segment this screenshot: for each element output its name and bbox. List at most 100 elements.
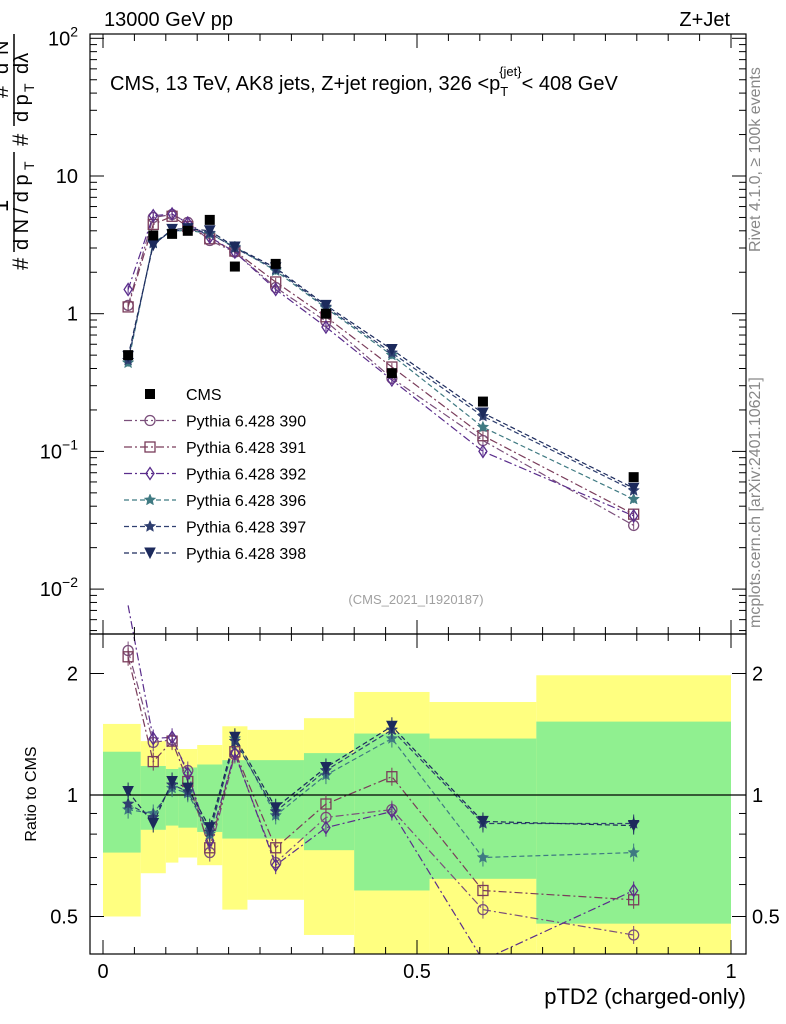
series-point-ratio [147, 755, 159, 768]
series-point-ratio [269, 802, 282, 814]
series-point-main [123, 282, 133, 297]
x-tick-label: 0.5 [403, 961, 431, 983]
series-point-ratio [628, 929, 640, 941]
data-point-cms [167, 228, 178, 239]
series-point-ratio [204, 833, 215, 848]
data-marks [121, 206, 641, 944]
series-point-main [203, 225, 216, 237]
series-point-ratio [147, 817, 160, 830]
ratio-band-green [103, 751, 141, 853]
series-line-main [127, 229, 634, 500]
series-point-main [122, 301, 134, 313]
series-point-ratio [181, 782, 194, 795]
y-tick-label: 1 [67, 304, 78, 326]
series-point-ratio [387, 804, 397, 819]
ratio-frame [89, 633, 747, 955]
series-point-ratio [148, 731, 159, 746]
data-point-cms [229, 261, 240, 272]
data-point-cms [477, 396, 488, 407]
series-point-ratio [477, 884, 489, 897]
legend-label: Pythia 6.428 397 [186, 520, 306, 537]
series-point-ratio [386, 771, 398, 783]
series-point-ratio [627, 820, 640, 832]
legend-label: Pythia 6.428 390 [186, 414, 306, 431]
ratio-tick-label-right: 0.5 [752, 907, 780, 929]
series-point-main [229, 241, 241, 254]
legend-marker [143, 493, 157, 506]
series-point-main [628, 519, 640, 532]
ratio-tick-label-left: 1 [67, 785, 78, 807]
series-line-ratio [127, 650, 634, 936]
y-tick-label: 102 [48, 23, 78, 50]
series-point-ratio [320, 761, 332, 774]
y-tick-label: 10−1 [40, 436, 78, 463]
chart-title: CMS, 13 TeV, AK8 jets, Z+jet region, 326… [110, 64, 618, 99]
svg-text:#: # [8, 133, 33, 146]
svg-text:d p: d p [11, 94, 33, 122]
data-point-cms [386, 368, 397, 379]
series-point-main [627, 492, 641, 505]
svg-text:d: d [0, 63, 13, 74]
svg-text:2: 2 [0, 56, 1, 63]
x-tick-label: 0 [97, 961, 108, 983]
series-point-main [477, 407, 489, 420]
ratio-tick-label-left: 0.5 [50, 907, 78, 929]
x-axis-label: pTD2 (charged-only) [544, 984, 746, 1009]
legend-label: Pythia 6.428 392 [186, 467, 306, 484]
energy-label: 13000 GeV pp [104, 9, 233, 31]
svg-text:N: N [0, 41, 13, 55]
series-point-ratio [122, 786, 134, 798]
y-tick-label: 10−2 [40, 574, 78, 601]
ratio-band-green [222, 760, 248, 839]
series-point-ratio [203, 822, 216, 834]
series-point-main [270, 282, 281, 297]
legend-marker [145, 466, 155, 481]
series-point-ratio [121, 797, 135, 810]
svg-text:T: T [21, 83, 37, 92]
data-point-cms [123, 350, 134, 361]
series-point-ratio [270, 858, 281, 873]
series-point-ratio [122, 651, 134, 663]
legend-label: Pythia 6.428 398 [186, 546, 306, 563]
series-point-ratio [166, 776, 178, 788]
series-point-ratio [320, 798, 332, 810]
series-line-main [127, 213, 634, 517]
ratio-y-axis-label: Ratio to CMS [23, 746, 40, 841]
ratio-tick-label-right: 1 [752, 785, 763, 807]
analysis-tag: (CMS_2021_I1920187) [348, 592, 483, 607]
series-point-ratio [167, 730, 177, 745]
data-point-cms [320, 308, 331, 319]
ratio-tick-label-left: 2 [67, 664, 78, 686]
series-point-main [321, 319, 331, 335]
series-point-main [386, 343, 398, 356]
series-point-ratio [477, 815, 489, 828]
main-y-axis-label: # d N / d p T 1 # d p T dλ # d 2 N [0, 34, 37, 270]
series-point-main [147, 239, 160, 252]
series-point-main [320, 299, 332, 312]
data-point-cms [204, 214, 215, 225]
legend-marker [144, 441, 156, 453]
svg-text:T: T [21, 161, 37, 170]
data-point-cms [148, 230, 159, 241]
axes: 102 10 1 10−1 10−2 2 2 1 1 0.5 0.5 0 0.5 1 [40, 23, 780, 983]
x-tick-label: 1 [725, 961, 736, 983]
series-point-ratio [321, 820, 331, 835]
series-point-main [476, 420, 490, 433]
data-point-cms [270, 258, 281, 269]
series-point-ratio [230, 745, 240, 761]
svg-text:1: 1 [0, 200, 13, 212]
series-point-ratio [477, 903, 489, 916]
svg-text:dλ: dλ [11, 53, 33, 74]
process-label: Z+Jet [679, 9, 730, 31]
legend-label: CMS [186, 387, 222, 404]
series-point-ratio [628, 883, 639, 898]
legend-label: Pythia 6.428 391 [186, 440, 306, 457]
main-frame [89, 33, 747, 635]
series-point-ratio [476, 850, 490, 863]
data-point-cms [628, 472, 639, 483]
series-point-ratio [229, 731, 241, 744]
series-point-main [148, 208, 159, 223]
legend-marker [144, 547, 156, 560]
legend: CMS Pythia 6.428 390 Pythia 6.428 391 Pythi… [124, 387, 306, 563]
